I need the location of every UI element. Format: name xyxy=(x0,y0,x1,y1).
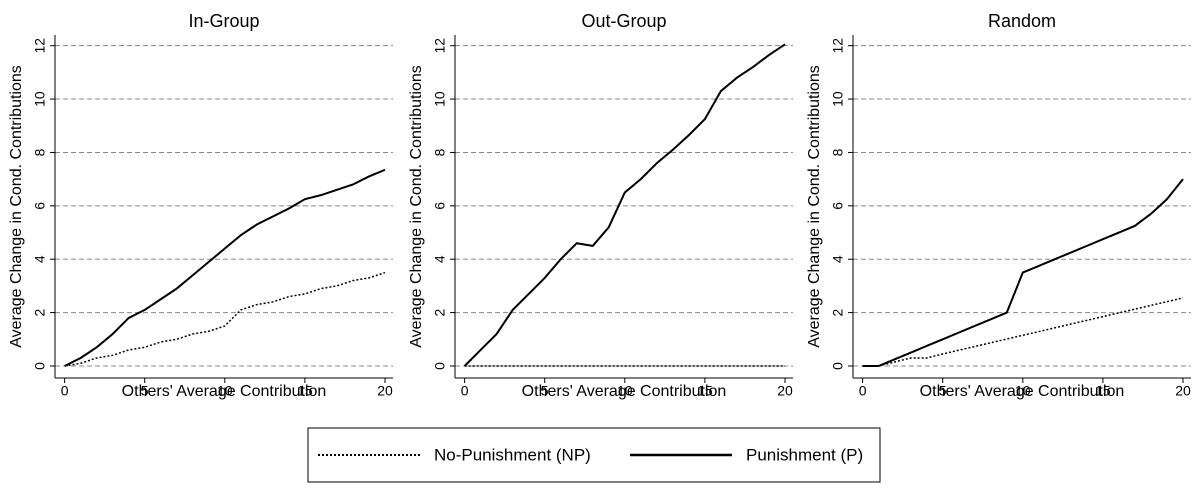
y-tick-label: 10 xyxy=(830,91,846,107)
legend-box xyxy=(307,427,881,483)
y-tick-label: 4 xyxy=(830,255,846,263)
x-tick-label: 20 xyxy=(777,383,793,399)
x-tick-label: 0 xyxy=(859,383,867,399)
y-tick-label: 10 xyxy=(432,91,448,107)
y-tick-label: 8 xyxy=(432,148,448,156)
y-axis-label: Average Change in Cond. Contributions xyxy=(408,65,425,348)
x-tick-label: 15 xyxy=(697,383,713,399)
x-tick-label: 20 xyxy=(1175,383,1191,399)
line-series xyxy=(862,178,1184,367)
x-tick-label: 10 xyxy=(217,383,233,399)
x-axis-label: Others' Average Contribution xyxy=(920,383,1125,400)
y-axis-label: Average Change in Cond. Contributions xyxy=(806,65,823,348)
x-tick-label: 10 xyxy=(617,383,633,399)
x-axis-label: Others' Average Contribution xyxy=(122,383,327,400)
y-tick-label: 2 xyxy=(830,309,846,317)
x-tick-label: 15 xyxy=(297,383,313,399)
legend-label: Punishment (P) xyxy=(746,445,863,464)
x-tick-label: 0 xyxy=(61,383,69,399)
x-tick-label: 5 xyxy=(939,383,947,399)
y-tick-label: 2 xyxy=(432,309,448,317)
chart-title: Out-Group xyxy=(581,11,666,31)
line-series xyxy=(64,168,386,367)
x-tick-label: 5 xyxy=(141,383,149,399)
y-tick-label: 12 xyxy=(32,38,48,54)
x-tick-label: 0 xyxy=(461,383,469,399)
y-tick-label: 10 xyxy=(32,91,48,107)
y-tick-label: 0 xyxy=(432,362,448,370)
chart-title: Random xyxy=(988,11,1056,31)
x-tick-label: 5 xyxy=(541,383,549,399)
x-axis-label: Others' Average Contribution xyxy=(522,383,727,400)
y-tick-label: 6 xyxy=(432,202,448,210)
chart-title: In-Group xyxy=(188,11,259,31)
y-tick-label: 2 xyxy=(32,309,48,317)
y-tick-label: 8 xyxy=(830,148,846,156)
y-tick-label: 12 xyxy=(432,38,448,54)
y-tick-label: 4 xyxy=(32,255,48,263)
line-series xyxy=(862,297,1184,367)
y-axis-label: Average Change in Cond. Contributions xyxy=(8,65,25,348)
legend-label: No-Punishment (NP) xyxy=(434,445,591,464)
y-tick-label: 4 xyxy=(432,255,448,263)
y-tick-label: 8 xyxy=(32,148,48,156)
y-tick-label: 0 xyxy=(830,362,846,370)
x-tick-label: 20 xyxy=(377,383,393,399)
line-series xyxy=(64,271,386,367)
y-tick-label: 12 xyxy=(830,38,846,54)
line-series xyxy=(463,43,786,367)
y-tick-label: 0 xyxy=(32,362,48,370)
y-tick-label: 6 xyxy=(32,202,48,210)
x-tick-label: 10 xyxy=(1015,383,1031,399)
y-tick-label: 6 xyxy=(830,202,846,210)
x-tick-label: 15 xyxy=(1095,383,1111,399)
